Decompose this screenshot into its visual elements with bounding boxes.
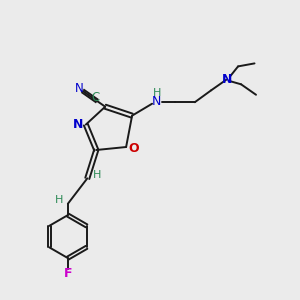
Text: N: N [75,82,84,95]
Text: H: H [55,195,63,205]
Text: O: O [128,142,139,155]
Text: F: F [64,267,72,280]
Text: H: H [93,170,101,180]
Text: N: N [222,73,232,86]
Text: N: N [152,95,162,108]
Text: N: N [73,118,83,131]
Text: H: H [153,88,161,98]
Text: C: C [91,91,99,104]
